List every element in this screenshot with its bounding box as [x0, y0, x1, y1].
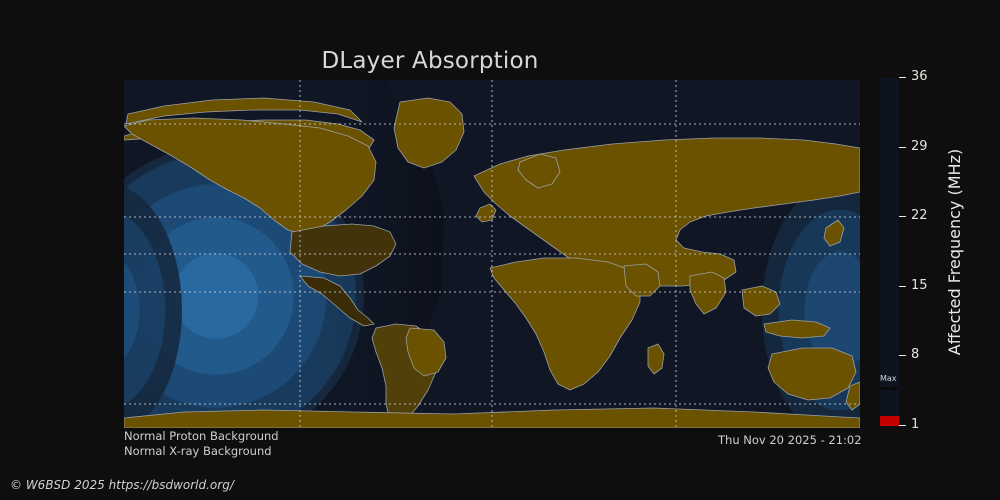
max-arrow-icon	[880, 385, 899, 392]
tick-mark	[899, 77, 906, 78]
tick-mark	[899, 216, 906, 218]
tick-label: 8	[911, 347, 920, 363]
page-title: DLayer Absorption	[321, 48, 539, 74]
colorbar	[880, 78, 899, 426]
xray-background-text: Normal X-ray Background	[124, 444, 272, 458]
colorbar-axis-label: Affected Frequency (MHz)	[945, 148, 964, 356]
tick-label: 29	[911, 138, 928, 154]
colorbar-gradient	[880, 78, 899, 426]
tick-label: 15	[911, 277, 928, 293]
tick-label: 36	[911, 69, 928, 84]
tick-mark	[899, 146, 906, 148]
tick-label: 22	[911, 208, 928, 224]
tick-mark	[899, 355, 906, 357]
timestamp: Thu Nov 20 2025 - 21:02	[718, 433, 862, 447]
max-marker: Max	[880, 374, 899, 394]
tick-mark	[899, 285, 906, 287]
proton-background-text: Normal Proton Background	[124, 429, 279, 443]
world-map	[124, 80, 860, 428]
tick-mark	[899, 425, 906, 426]
background-status: Normal Proton Background Normal X-ray Ba…	[124, 429, 279, 459]
map-svg	[124, 80, 860, 428]
colorbar-ticks: 1 8 15 22 29 36	[899, 69, 969, 432]
tick-label: 1	[911, 417, 920, 432]
footer-credit: © W6BSD 2025 https://bsdworld.org/	[10, 478, 234, 492]
max-marker-label: Max	[880, 374, 897, 383]
